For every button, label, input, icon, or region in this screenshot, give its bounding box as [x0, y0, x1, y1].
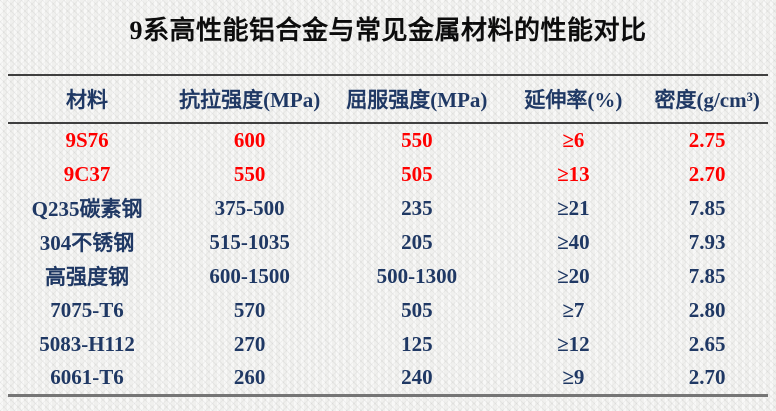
- cell-tensile: 375-500: [214, 195, 285, 220]
- cell-material: 5083-H112: [39, 331, 135, 356]
- cell-tensile: 600-1500: [209, 263, 290, 288]
- cell-tensile: 515-1035: [209, 229, 290, 254]
- cell-density: 2.80: [688, 297, 726, 322]
- cell-elongation: ≥6: [562, 128, 585, 152]
- table-row: 5083-H112 270 125 ≥12 2.65: [8, 327, 768, 361]
- table-row: 304不锈钢 515-1035 205 ≥40 7.93: [8, 225, 768, 259]
- cell-tensile: 570: [233, 297, 266, 322]
- table-row: Q235碳素钢 375-500 235 ≥21 7.85: [8, 191, 768, 225]
- cell-yield: 505: [401, 297, 433, 322]
- cell-yield: 235: [401, 195, 433, 220]
- cell-yield: 240: [401, 364, 433, 389]
- cell-elongation: ≥20: [557, 263, 590, 288]
- cell-material: 9S76: [65, 128, 109, 152]
- column-header-density: 密度(g/cm³): [654, 88, 760, 112]
- cell-material: 6061-T6: [50, 364, 124, 389]
- cell-elongation: ≥13: [557, 161, 590, 186]
- comparison-table: 材料 抗拉强度(MPa) 屈服强度(MPa) 延伸率(%) 密度(g/cm³) …: [8, 74, 768, 397]
- cell-density: 2.75: [688, 128, 726, 152]
- table-row: 7075-T6 570 505 ≥7 2.80: [8, 293, 768, 327]
- cell-density: 7.85: [688, 263, 726, 288]
- column-header-yield: 屈服强度(MPa): [346, 88, 488, 112]
- cell-density: 7.85: [688, 195, 726, 220]
- cell-tensile: 260: [233, 364, 266, 389]
- cell-material: Q235碳素钢: [31, 197, 143, 221]
- cell-elongation: ≥12: [557, 331, 590, 356]
- cell-density: 2.65: [688, 331, 726, 356]
- cell-material: 高强度钢: [45, 265, 130, 289]
- cell-yield: 500-1300: [376, 263, 458, 288]
- cell-material: 9C37: [63, 161, 111, 186]
- cell-yield: 125: [401, 331, 433, 356]
- table-row: 高强度钢 600-1500 500-1300 ≥20 7.85: [8, 259, 768, 293]
- cell-tensile: 270: [233, 331, 266, 356]
- cell-yield: 505: [401, 161, 433, 186]
- cell-yield: 550: [401, 128, 433, 152]
- cell-elongation: ≥21: [557, 195, 590, 220]
- column-header-material: 材料: [66, 88, 109, 112]
- cell-density: 2.70: [688, 161, 726, 186]
- cell-elongation: ≥9: [562, 364, 585, 389]
- page-title: 9系高性能铝合金与常见金属材料的性能对比: [129, 16, 647, 45]
- cell-density: 7.93: [688, 229, 726, 254]
- table-row: 9C37 550 505 ≥13 2.70: [8, 157, 768, 191]
- cell-yield: 205: [401, 229, 433, 254]
- table-row: 9S76 600 550 ≥6 2.75: [8, 123, 768, 157]
- header-row: 材料 抗拉强度(MPa) 屈服强度(MPa) 延伸率(%) 密度(g/cm³): [8, 75, 768, 123]
- comparison-table-container: 材料 抗拉强度(MPa) 屈服强度(MPa) 延伸率(%) 密度(g/cm³) …: [8, 74, 768, 397]
- cell-tensile: 600: [233, 128, 266, 152]
- cell-elongation: ≥7: [562, 297, 585, 322]
- column-header-elongation: 延伸率(%): [524, 88, 623, 112]
- cell-tensile: 550: [233, 161, 266, 186]
- cell-density: 2.70: [688, 364, 726, 389]
- cell-material: 7075-T6: [50, 297, 124, 322]
- cell-elongation: ≥40: [557, 229, 590, 254]
- cell-material: 304不锈钢: [39, 231, 135, 255]
- table-row: 6061-T6 260 240 ≥9 2.70: [8, 361, 768, 395]
- column-header-tensile: 抗拉强度(MPa): [179, 88, 321, 112]
